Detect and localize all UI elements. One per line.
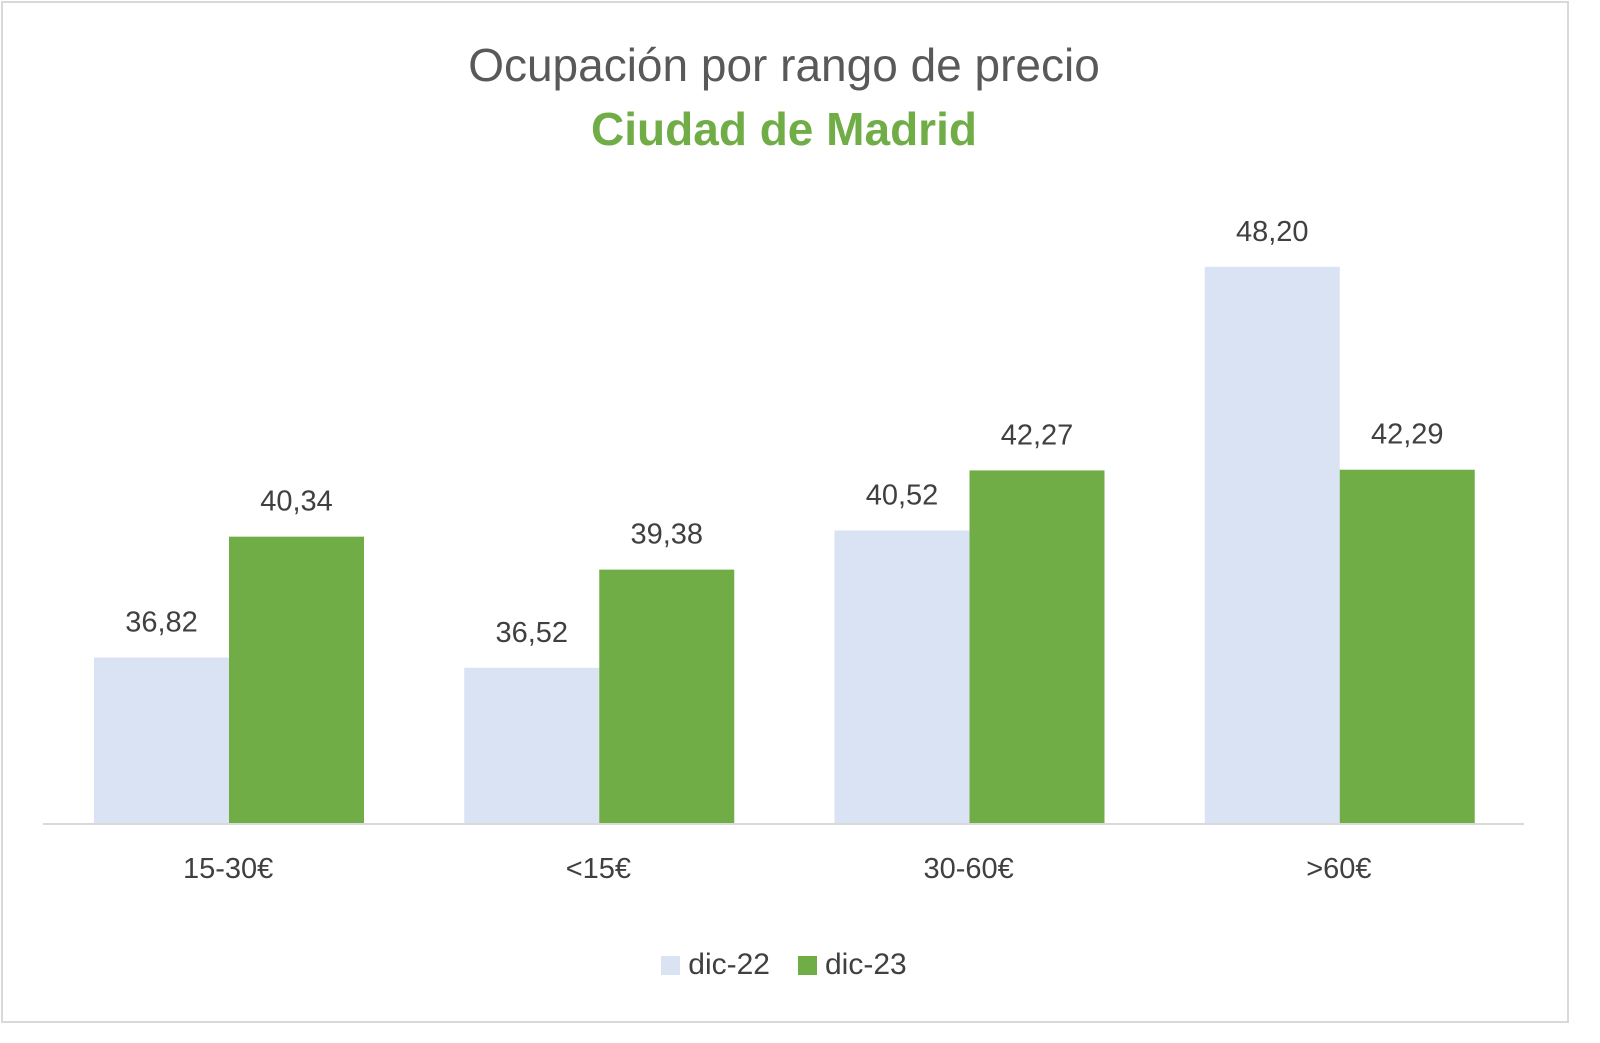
legend-item-dic-23: dic-23	[798, 948, 907, 982]
bar-dic-22-0	[94, 657, 229, 823]
bar-dic-23-2	[969, 470, 1105, 823]
x-tick-label: <15€	[566, 853, 631, 885]
data-label-dic-23-3: 42,29	[1371, 419, 1444, 451]
legend-label-dic-23: dic-23	[825, 948, 907, 981]
legend: dic-22 dic-23	[0, 948, 1568, 982]
bar-dic-23-3	[1339, 469, 1475, 823]
data-label-dic-23-1: 39,38	[630, 519, 703, 551]
bar-dic-22-2	[834, 530, 970, 823]
data-label-dic-22-1: 36,52	[495, 617, 568, 649]
chart-title: Ocupación por rango de precio	[468, 39, 1100, 91]
data-label-dic-22-0: 36,82	[125, 607, 198, 639]
x-tick-label: 30-60€	[923, 853, 1013, 885]
bar-dic-22-3	[1204, 266, 1340, 823]
x-tick-label: 15-30€	[183, 853, 273, 885]
data-label-dic-23-2: 42,27	[1001, 419, 1074, 451]
legend-swatch-dic-23	[798, 955, 817, 975]
bar-dic-23-0	[229, 536, 364, 823]
legend-swatch-dic-22	[661, 955, 681, 975]
bar-dic-22-1	[464, 667, 600, 823]
bar-dic-23-1	[599, 569, 735, 823]
data-label-dic-23-0: 40,34	[260, 486, 333, 518]
x-tick-label: >60€	[1306, 853, 1371, 885]
legend-item-dic-22: dic-22	[661, 948, 770, 982]
legend-label-dic-22: dic-22	[688, 948, 770, 981]
data-label-dic-22-2: 40,52	[866, 479, 939, 511]
chart-subtitle: Ciudad de Madrid	[591, 103, 977, 155]
data-label-dic-22-3: 48,20	[1236, 216, 1309, 248]
